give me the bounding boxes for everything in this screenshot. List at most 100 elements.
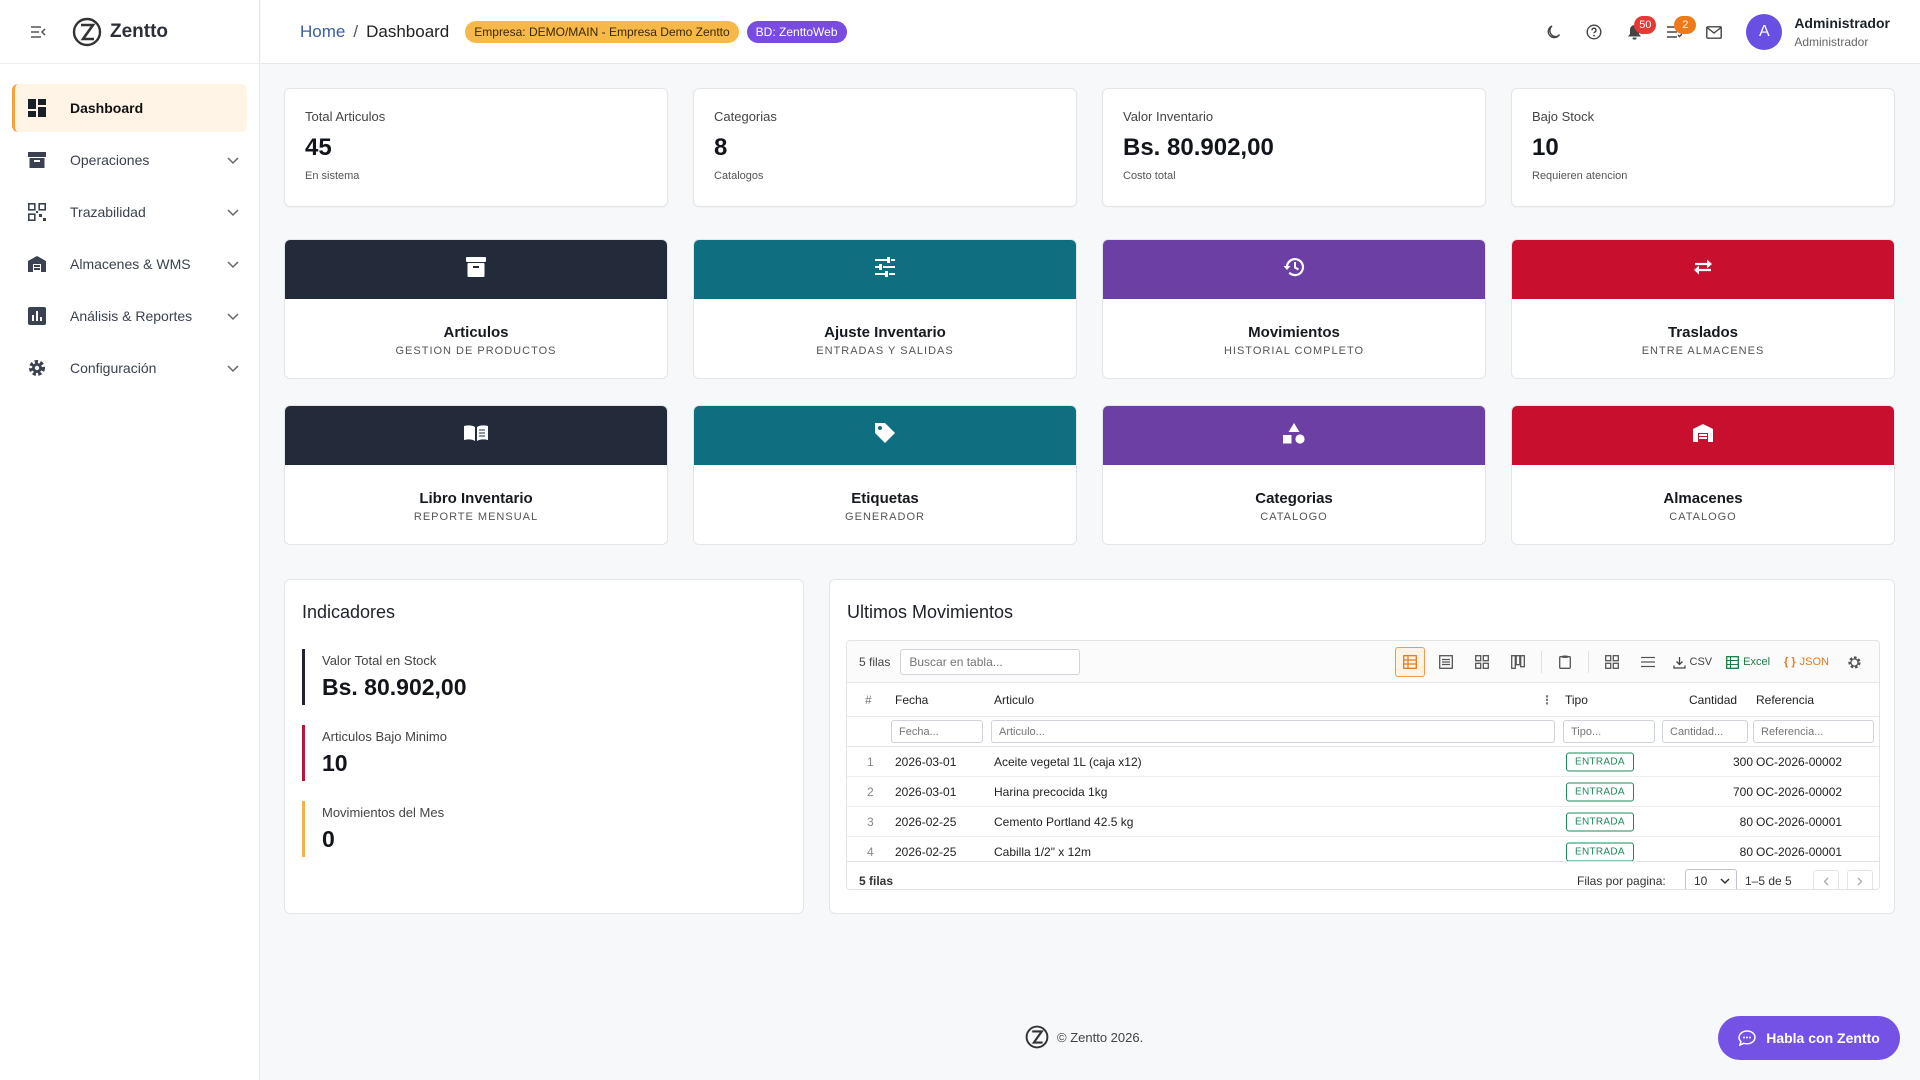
export-json-button[interactable]: { } JSON [1780,647,1833,677]
card-title: Indicadores [302,602,396,622]
sidebar-item-label: Operaciones [70,152,150,168]
sidebar: Zentto Dashboard Operaciones Trazabilida… [0,0,260,1080]
breadcrumb-home-link[interactable]: Home [300,21,346,41]
tile-subtitle: GESTION DE PRODUCTOS [395,345,557,357]
tile-title: Libro Inventario [419,490,533,507]
cell-cantidad: 80 [1739,814,1753,829]
indicator-value: 0 [322,826,335,852]
table-row[interactable]: 2 2026-03-01 Harina precocida 1kg ENTRAD… [847,777,1879,807]
sidebar-item-analisis-reportes[interactable]: Análisis & Reportes [12,292,247,340]
column-header-articulo[interactable]: Articulo [994,692,1035,707]
cell-articulo: Cemento Portland 42.5 kg [994,814,1134,829]
sidebar-collapse-icon[interactable] [28,22,48,42]
stat-sub: Catalogos [714,170,764,182]
table-view-icon[interactable] [1394,647,1425,677]
tile-etiquetas[interactable]: Etiquetas GENERADOR [693,405,1077,545]
stat-value: 10 [1532,134,1559,161]
tile-subtitle: ENTRADAS Y SALIDAS [816,345,954,357]
filter-articulo-input[interactable] [991,720,1555,743]
brand-name: Zentto [110,20,169,42]
grid-body: 1 2026-03-01 Aceite vegetal 1L (caja x12… [847,747,1879,861]
filter-fecha-input[interactable] [891,720,983,743]
filter-referencia-input[interactable] [1753,720,1874,743]
grid-header-row: # Fecha Articulo ⋮ Tipo Cantidad Referen… [847,683,1879,717]
mail-icon[interactable] [1694,12,1734,52]
grid-search-input[interactable] [900,648,1081,675]
tasks-list-icon[interactable]: 2 [1654,12,1697,52]
sliders-icon [874,257,896,282]
sidebar-item-almacenes[interactable]: Almacenes & WMS [12,240,247,288]
chevron-right-icon [1857,877,1863,885]
sidebar-header: Zentto [0,0,259,64]
stat-label: Bajo Stock [1532,109,1595,124]
tile-subtitle: ENTRE ALMACENES [1641,345,1765,357]
avatar[interactable]: A [1746,14,1783,50]
cell-cantidad: 80 [1739,844,1753,859]
settings-gear-icon[interactable] [1839,647,1869,677]
columns-grid-icon[interactable] [1597,647,1627,677]
chevron-down-icon [1720,878,1730,885]
braces-icon: { } [1784,656,1796,668]
rows-per-page-select[interactable]: 10 [1685,869,1737,889]
list-view-icon[interactable] [1431,647,1461,677]
table-row[interactable]: 3 2026-02-25 Cemento Portland 42.5 kg EN… [847,807,1879,837]
tile-title: Categorias [1255,490,1333,507]
clipboard-icon[interactable] [1550,647,1580,677]
cell-num: 4 [867,844,874,859]
tile-articulos[interactable]: Articulos GESTION DE PRODUCTOS [284,239,668,379]
toolbar-divider [1540,651,1542,673]
tile-categorias[interactable]: Categorias CATALOGO [1102,405,1486,545]
cell-referencia: OC-2026-00002 [1756,754,1843,769]
stat-value: 8 [714,134,728,161]
user-info[interactable]: Administrador Administrador [1794,15,1890,49]
next-page-button[interactable] [1847,870,1873,889]
tile-libro-inventario[interactable]: Libro Inventario REPORTE MENSUAL [284,405,668,545]
tile-subtitle: HISTORIAL COMPLETO [1223,345,1365,357]
column-header-referencia[interactable]: Referencia [1756,692,1815,707]
filter-cantidad-input[interactable] [1662,720,1748,743]
chat-with-zentto-button[interactable]: Habla con Zentto [1718,1016,1900,1060]
excel-icon [1726,655,1740,669]
table-row[interactable]: 4 2026-02-25 Cabilla 1/2" x 12m ENTRADA … [847,837,1879,861]
column-header-cantidad[interactable]: Cantidad [1689,692,1738,707]
indicator-bajo-minimo: Articulos Bajo Minimo 10 [302,725,447,781]
rows-per-page-value: 10 [1694,874,1708,888]
sidebar-item-operaciones[interactable]: Operaciones [12,136,247,184]
column-header-fecha[interactable]: Fecha [895,692,929,707]
tile-almacenes[interactable]: Almacenes CATALOGO [1511,405,1895,545]
stat-sub: En sistema [305,170,360,182]
tile-ajuste-inventario[interactable]: Ajuste Inventario ENTRADAS Y SALIDAS [693,239,1077,379]
export-csv-button[interactable]: CSV [1669,647,1717,677]
empresa-badge[interactable]: Empresa: DEMO/MAIN - Empresa Demo Zentto [465,20,739,43]
sidebar-item-configuracion[interactable]: Configuración [12,344,247,392]
help-icon[interactable] [1574,12,1614,52]
logo[interactable]: Zentto [72,17,168,47]
table-row[interactable]: 1 2026-03-01 Aceite vegetal 1L (caja x12… [847,747,1879,777]
tile-traslados[interactable]: Traslados ENTRE ALMACENES [1511,239,1895,379]
filter-tipo-input[interactable] [1563,720,1655,743]
indicator-valor-total: Valor Total en Stock Bs. 80.902,00 [302,649,467,705]
kanban-view-icon[interactable] [1503,647,1533,677]
chat-bubble-icon [1738,1030,1756,1046]
column-menu-icon[interactable]: ⋮ [1541,692,1553,707]
cell-cantidad: 300 [1732,754,1753,769]
sidebar-item-trazabilidad[interactable]: Trazabilidad [12,188,247,236]
sidebar-item-dashboard[interactable]: Dashboard [12,84,247,132]
column-header-tipo[interactable]: Tipo [1565,692,1588,707]
notifications-count-badge: 50 [1634,16,1657,34]
dashboard-icon [26,97,48,119]
density-icon[interactable] [1633,647,1663,677]
export-excel-button[interactable]: Excel [1722,647,1774,677]
notifications-bell-icon[interactable]: 50 [1614,12,1657,52]
dark-mode-icon[interactable] [1534,12,1574,52]
download-icon [1672,656,1686,669]
archive-icon [465,256,487,283]
prev-page-button[interactable] [1813,870,1839,889]
warehouse-icon [1692,423,1714,448]
chevron-down-icon [227,256,239,274]
tasks-count-badge: 2 [1674,16,1697,34]
database-badge[interactable]: BD: ZenttoWeb [746,20,847,43]
stat-label: Categorias [714,109,777,124]
card-view-icon[interactable] [1467,647,1497,677]
tile-movimientos[interactable]: Movimientos HISTORIAL COMPLETO [1102,239,1486,379]
